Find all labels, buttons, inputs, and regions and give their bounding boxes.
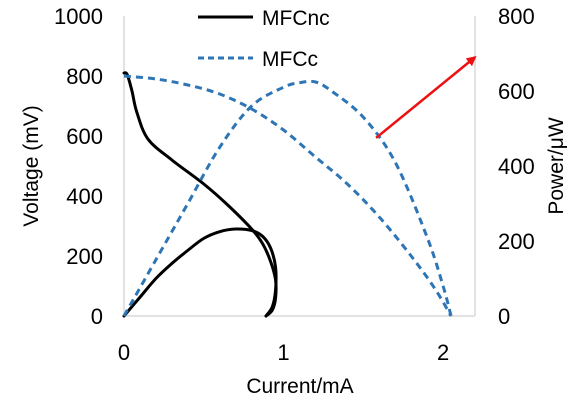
y-left-axis-title: Voltage (mV) [20, 105, 43, 226]
x-axis-title: Current/mA [246, 375, 353, 398]
annotation-arrow [375, 55, 477, 139]
y-right-tick-label: 800 [498, 4, 535, 29]
annotation-layer [375, 55, 477, 139]
y-left-tick-labels: 0 200 400 600 800 1000 [54, 4, 103, 329]
series-mfcc-voltage-line [123, 74, 453, 317]
y-left-tick-label: 800 [66, 64, 103, 89]
legend-label-mfcc: MFCc [262, 48, 318, 71]
x-tick-labels: 0 1 2 [118, 340, 449, 365]
y-right-tick-label: 0 [498, 304, 510, 329]
y-left-tick-label: 600 [66, 124, 103, 149]
y-right-tick-label: 600 [498, 79, 535, 104]
legend-item-mfcnc: MFCnc [198, 7, 330, 30]
y-left-tick-label: 200 [66, 244, 103, 269]
x-tick-label: 1 [277, 340, 289, 365]
y-left-tick-label: 0 [91, 304, 103, 329]
y-left-tick-label: 1000 [54, 4, 103, 29]
y-left-tick-label: 400 [66, 184, 103, 209]
y-right-tick-labels: 0 200 400 600 800 [498, 4, 535, 329]
y-right-axis-title: Power/μW [545, 117, 568, 214]
x-tick-label: 0 [118, 340, 130, 365]
x-tick-label: 2 [437, 340, 449, 365]
legend: MFCnc MFCc [198, 7, 330, 71]
legend-item-mfcc: MFCc [198, 48, 318, 71]
y-right-tick-label: 400 [498, 154, 535, 179]
y-right-tick-label: 200 [498, 229, 535, 254]
legend-label-mfcnc: MFCnc [262, 7, 330, 30]
series-mfcnc-power-line [122, 227, 278, 318]
series-layer [122, 71, 453, 318]
